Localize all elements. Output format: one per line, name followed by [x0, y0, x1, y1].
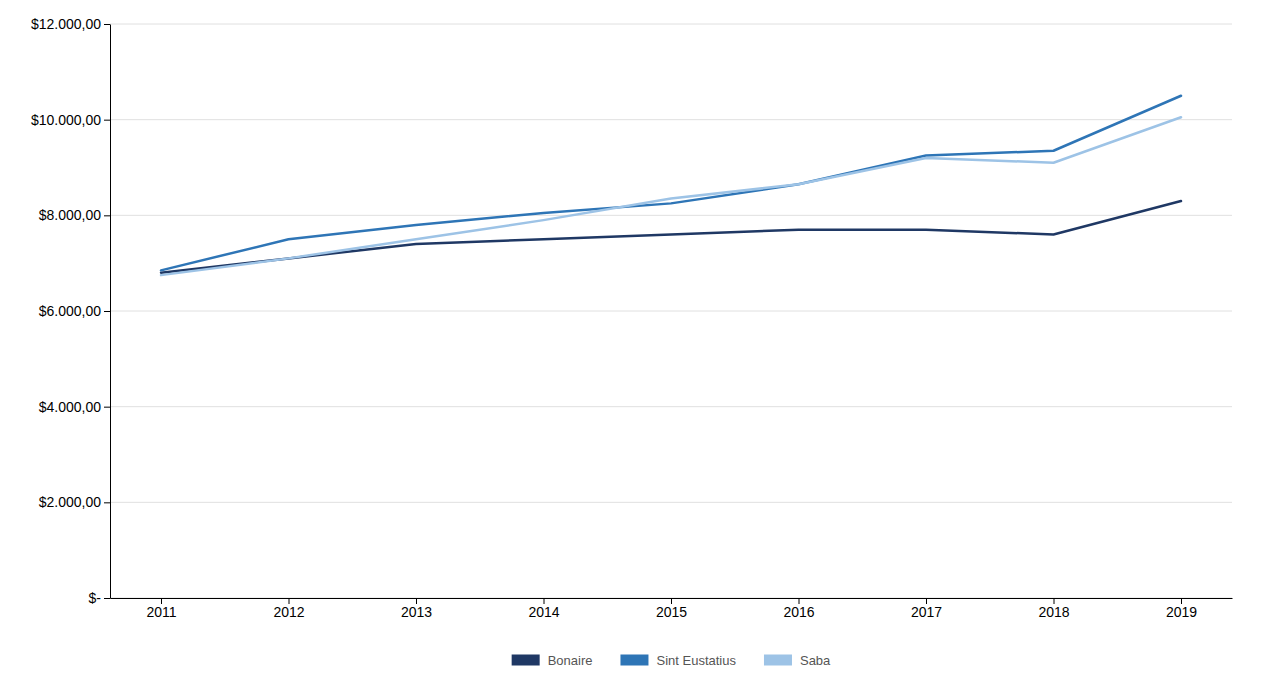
- tick-label: 2013: [401, 604, 432, 620]
- tick: 2015: [656, 598, 687, 620]
- tick-label: 2014: [528, 604, 559, 620]
- tick-mark: [104, 502, 110, 503]
- grid-line: [110, 502, 1232, 503]
- tick-label: $4.000,00: [39, 399, 101, 415]
- tick-label: $2.000,00: [39, 494, 101, 510]
- tick-label: 2017: [911, 604, 942, 620]
- tick-mark: [104, 598, 110, 599]
- tick-label: 2016: [783, 604, 814, 620]
- legend: Bonaire Sint Eustatius Saba: [512, 653, 831, 668]
- tick-mark: [104, 120, 110, 121]
- legend-item: Bonaire: [512, 653, 593, 668]
- y-axis: $- $2.000,00 $4.000,00 $6.000,00 $8.000,00 $1…: [31, 16, 111, 606]
- tick: 2019: [1166, 598, 1197, 620]
- tick: 2011: [146, 598, 176, 620]
- axis-domain: [110, 25, 111, 599]
- tick: $2.000,00: [39, 494, 110, 510]
- tick: $8.000,00: [39, 207, 110, 223]
- tick: 2014: [528, 598, 559, 620]
- tick-label: 2011: [146, 604, 176, 620]
- legend-item: Sint Eustatius: [620, 653, 736, 668]
- tick-label: 2012: [273, 604, 304, 620]
- legend-label: Bonaire: [548, 653, 593, 668]
- tick-label: 2018: [1038, 604, 1069, 620]
- series-line: [161, 96, 1181, 271]
- tick: $12.000,00: [31, 16, 110, 32]
- tick-label: $-: [89, 590, 102, 606]
- legend-swatch: [620, 655, 648, 666]
- grid-line: [110, 215, 1232, 216]
- tick: $6.000,00: [39, 303, 110, 319]
- tick-mark: [104, 24, 110, 25]
- tick-label: $8.000,00: [39, 207, 101, 223]
- tick-label: 2019: [1166, 604, 1197, 620]
- tick: $-: [89, 590, 110, 606]
- tick: 2016: [783, 598, 814, 620]
- plot-area: $- $2.000,00 $4.000,00 $6.000,00 $8.000,00 $1…: [31, 16, 1233, 620]
- series-line: [161, 117, 1181, 275]
- grid-line: [110, 24, 1232, 25]
- x-axis: 2011 2012 2013 2014 2015 2016 2017 2018 2019: [111, 598, 1233, 620]
- legend-label: Saba: [800, 653, 831, 668]
- chart: $- $2.000,00 $4.000,00 $6.000,00 $8.000,00 $1…: [0, 0, 1268, 698]
- grid-line: [110, 311, 1232, 312]
- tick-label: $10.000,00: [31, 112, 101, 128]
- tick-mark: [104, 407, 110, 408]
- lines: [161, 96, 1181, 275]
- tick-label: $6.000,00: [39, 303, 101, 319]
- tick-mark: [104, 311, 110, 312]
- tick: 2012: [273, 598, 304, 620]
- tick: 2018: [1038, 598, 1069, 620]
- tick-mark: [104, 215, 110, 216]
- tick: $10.000,00: [31, 112, 110, 128]
- tick-label: $12.000,00: [31, 16, 101, 32]
- grid-line: [110, 406, 1232, 407]
- tick-label: 2015: [656, 604, 687, 620]
- grid-line: [110, 119, 1232, 120]
- tick: $4.000,00: [39, 399, 110, 415]
- tick: 2017: [911, 598, 942, 620]
- legend-swatch: [512, 655, 540, 666]
- tick: 2013: [401, 598, 432, 620]
- legend-label: Sint Eustatius: [656, 653, 736, 668]
- legend-item: Saba: [764, 653, 831, 668]
- legend-swatch: [764, 655, 792, 666]
- grid: [110, 24, 1232, 598]
